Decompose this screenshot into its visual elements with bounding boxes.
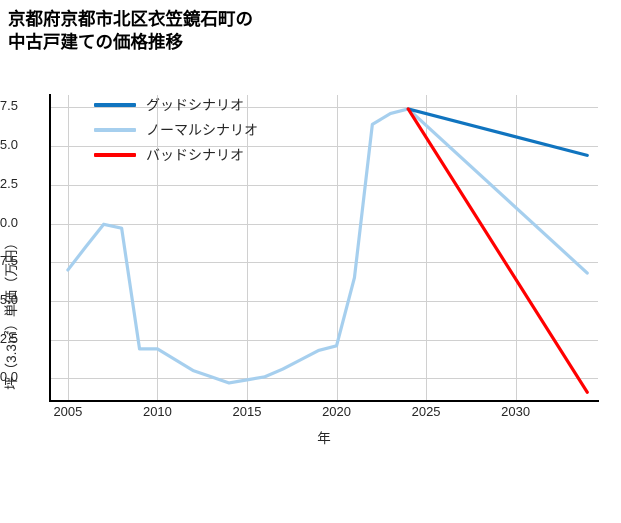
x-axis-tick-label: 2015 (232, 404, 262, 419)
legend-entry[interactable]: バッドシナリオ (94, 146, 258, 164)
gridline-x (337, 95, 338, 400)
legend-entry[interactable]: ノーマルシナリオ (94, 121, 258, 139)
series-line (406, 107, 589, 394)
gridline-x (157, 95, 158, 400)
legend-color-swatch (94, 153, 136, 157)
plot-area (49, 94, 599, 402)
series-layer (66, 107, 589, 394)
legend-label: ノーマルシナリオ (146, 123, 258, 139)
legend-label: グッドシナリオ (146, 98, 244, 114)
series-line (66, 107, 589, 385)
x-axis-tick-label: 2010 (142, 404, 172, 419)
y-axis-tick-label: 72.5 (0, 330, 18, 346)
y-axis-label: 坪（3.3㎡）単価（万円） (4, 236, 19, 390)
legend-color-swatch (94, 128, 136, 132)
gridline-x (68, 95, 69, 400)
gridline-y (50, 146, 598, 147)
x-axis-tick-label: 2025 (411, 404, 441, 419)
x-axis-spine (49, 400, 599, 402)
x-axis-tick-label: 2020 (322, 404, 351, 419)
gridline-y (50, 301, 598, 302)
gridline-y (50, 378, 598, 379)
price-trend-chart-figure: 京都府京都市北区衣笠鏡石町の 中古戸建ての価格推移 坪（3.3㎡）単価（万円） … (0, 9, 599, 446)
x-axis-tick-label: 2005 (53, 404, 83, 419)
chart-legend: グッドシナリオ ノーマルシナリオ バッドシナリオ (88, 92, 264, 168)
y-axis-spine (49, 94, 51, 401)
y-axis-tick-label: 80.0 (0, 214, 18, 230)
y-axis-tick-label: 82.5 (0, 175, 18, 191)
x-axis-tick-label: 2030 (501, 404, 531, 419)
gridline-x (426, 95, 427, 400)
gridline-y (50, 262, 598, 263)
y-axis-tick-label: 87.5 (0, 98, 18, 114)
y-axis-tick-label: 75.0 (0, 291, 18, 307)
y-axis-tick-label: 70.0 (0, 369, 18, 385)
legend-label: バッドシナリオ (146, 148, 244, 164)
y-axis-tick-label: 77.5 (0, 253, 18, 269)
gridline-y (50, 340, 598, 341)
legend-color-swatch (94, 103, 136, 107)
chart-title: 京都府京都市北区衣笠鏡石町の 中古戸建ての価格推移 (8, 9, 253, 53)
x-axis-label: 年 (317, 431, 331, 446)
gridline-y (50, 224, 598, 225)
gridline-y (50, 185, 598, 186)
legend-entry[interactable]: グッドシナリオ (94, 96, 258, 114)
y-axis-tick-label: 85.0 (0, 137, 18, 153)
series-line (406, 107, 589, 157)
gridline-x (516, 95, 517, 400)
gridline-x (247, 95, 248, 400)
gridline-y (50, 107, 598, 108)
